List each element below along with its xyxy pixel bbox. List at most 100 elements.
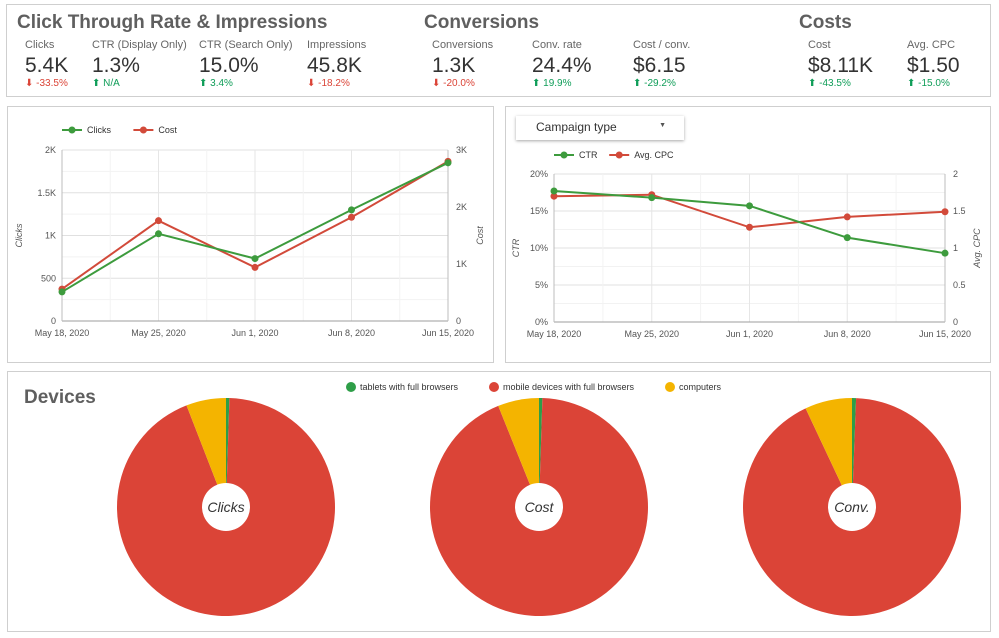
y-tick-label: 15% [530,206,548,216]
donut-hole [202,483,250,531]
x-tick-label: Jun 15, 2020 [919,329,971,339]
pie-slice [852,398,857,507]
y-right-tick-label: 0 [953,317,958,327]
data-point [550,187,558,195]
y-axis-title: Clicks [14,223,24,247]
kpi-value: 1.3% [92,54,140,77]
pie-slice [539,398,543,507]
data-point [843,234,851,242]
y-tick-label: 5% [535,280,548,290]
legend-marker [346,382,356,392]
pie-center-label: Cost [525,499,555,515]
donut-hole [828,483,876,531]
data-point [348,213,355,221]
y-right-tick-label: 0 [456,316,461,326]
y-tick-label: 500 [41,273,56,283]
data-point [941,249,949,257]
y-axis-title: CTR [511,238,521,257]
kpi-change: ⬆ -29.2% [633,78,676,89]
kpi-label: CTR (Search Only) [199,39,293,51]
legend-label: computers [679,382,722,392]
costs-section-title: Costs [799,12,852,33]
kpi-value: 15.0% [199,54,259,77]
legend-label: mobile devices with full browsers [503,382,635,392]
x-tick-label: May 25, 2020 [131,328,186,338]
data-point [58,288,66,296]
kpi-cost-conv: Cost / conv. $6.15 ⬆ -29.2% [633,39,690,90]
donut-hole [515,483,563,531]
kpi-conv-rate: Conv. rate 24.4% ⬆ 19.9% [532,39,592,90]
x-tick-label: May 18, 2020 [35,328,90,338]
kpi-clicks: Clicks 5.4K ⬇ -33.5% [25,39,68,90]
pie-center-label: Conv. [834,499,870,515]
y-right-tick-label: 1.5 [953,206,966,216]
kpi-change: ⬆ 19.9% [532,78,572,89]
y-right-tick-label: 1K [456,259,467,269]
legend-marker [665,382,675,392]
kpi-ctr-search-only: CTR (Search Only) 15.0% ⬆ 3.4% [199,39,293,90]
legend-marker [560,151,568,159]
pie-slice [805,398,852,507]
x-tick-label: Jun 1, 2020 [231,328,278,338]
campaign-type-dropdown-label: Campaign type [536,120,617,134]
y-tick-label: 2K [45,145,56,155]
y-tick-label: 0% [535,317,548,327]
y-tick-label: 1K [45,231,56,241]
kpi-label: Conversions [432,39,494,51]
x-tick-label: May 18, 2020 [527,329,582,339]
y-tick-label: 0 [51,316,56,326]
campaign-type-dropdown[interactable]: Campaign type ▼ [516,116,684,140]
kpi-change: ⬆ -43.5% [808,78,851,89]
pie-center-label: Clicks [207,499,244,515]
legend-label: CTR [579,150,598,160]
ctr-cpc-line-chart[interactable]: 0% 5% 10% 15% 20% 0 0.5 1 1.5 2 May 18, 2020 May 25… [506,107,992,364]
ctr-section-title: Click Through Rate & Impressions [17,12,328,33]
clicks-cost-line-chart[interactable]: 0 500 1K 1.5K 2K 0 1K 2K 3K May 18, 2020 May 25, 2… [8,107,495,364]
y-right-tick-label: 1 [953,243,958,253]
pie-slice [186,398,226,507]
legend-label: Avg. CPC [634,150,674,160]
legend-label: Cost [158,125,177,135]
devices-panel: Devices tablets with full browsers mobile… [7,371,991,632]
data-point [251,255,259,263]
kpi-avg-cpc: Avg. CPC $1.50 ⬆ -15.0% [907,39,960,90]
kpi-cost: Cost $8.11K ⬆ -43.5% [808,39,873,90]
conversions-section-title: Conversions [424,12,540,33]
y-right-tick-label: 3K [456,145,467,155]
kpi-value: $1.50 [907,54,960,77]
kpi-label: Impressions [307,39,367,51]
devices-title: Devices [24,387,96,408]
kpi-value: 24.4% [532,54,592,77]
y-right-axis-title: Avg. CPC [972,228,982,269]
kpi-ctr-display-only: CTR (Display Only) 1.3% ⬆ N/A [92,39,187,90]
data-point [444,159,452,167]
kpi-change: ⬆ -15.0% [907,78,950,89]
data-point [941,208,949,216]
clicks-cost-chart-panel: 0 500 1K 1.5K 2K 0 1K 2K 3K May 18, 2020 May 25, 2… [7,106,494,363]
data-point [746,202,753,210]
legend-marker [615,151,623,159]
kpi-label: Clicks [25,39,55,51]
kpi-change: ⬇ -33.5% [25,78,68,89]
kpi-value: 1.3K [432,54,476,77]
pie-slice [226,398,230,507]
y-right-tick-label: 2K [456,202,467,212]
kpi-scorecard-panel: Click Through Rate & Impressions Convers… [6,4,991,97]
kpi-label: CTR (Display Only) [92,39,187,51]
x-tick-label: May 25, 2020 [624,329,679,339]
devices-pie-charts[interactable]: tablets with full browsers mobile devices… [8,372,992,633]
y-tick-label: 1.5K [37,188,56,198]
x-tick-label: Jun 8, 2020 [824,329,871,339]
kpi-value: $6.15 [633,54,686,77]
data-point [348,206,355,214]
data-point [155,217,162,225]
legend-label: tablets with full browsers [360,382,459,392]
data-point [746,223,753,231]
data-point [550,192,558,200]
data-point [843,213,851,221]
kpi-value: $8.11K [808,54,873,77]
kpi-label: Cost / conv. [633,39,691,51]
kpi-label: Cost [808,39,831,51]
y-tick-label: 20% [530,169,548,179]
kpi-change: ⬇ -20.0% [432,78,475,89]
